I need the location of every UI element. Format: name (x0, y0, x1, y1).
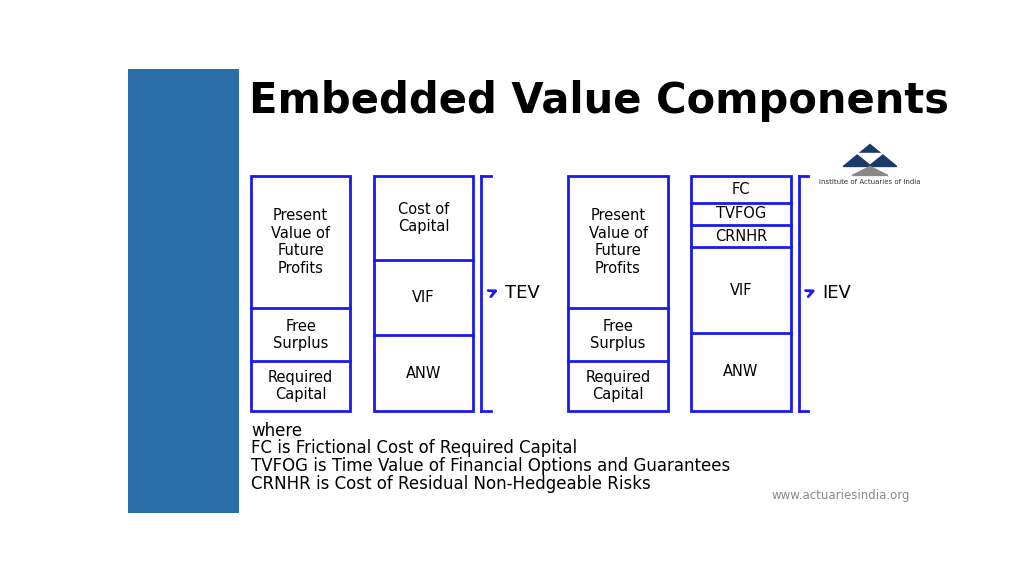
Text: ANW: ANW (723, 365, 759, 380)
Bar (568, 176, 668, 411)
Text: Free
Surplus: Free Surplus (273, 319, 329, 351)
Text: TEV: TEV (505, 284, 540, 302)
Text: Present
Value of
Future
Profits: Present Value of Future Profits (589, 209, 647, 275)
Text: ANW: ANW (406, 366, 441, 381)
Text: Institute of Actuaries of India: Institute of Actuaries of India (819, 180, 921, 185)
Bar (691, 176, 791, 411)
Polygon shape (852, 166, 888, 176)
Text: FC is Frictional Cost of Required Capital: FC is Frictional Cost of Required Capita… (251, 439, 578, 457)
Bar (251, 176, 350, 411)
Text: CRNHR is Cost of Residual Non-Hedgeable Risks: CRNHR is Cost of Residual Non-Hedgeable … (251, 475, 651, 493)
Text: IEV: IEV (822, 284, 851, 302)
Text: CRNHR: CRNHR (715, 229, 767, 244)
Text: Required
Capital: Required Capital (268, 370, 333, 402)
Text: Cost of
Capital: Cost of Capital (398, 202, 450, 234)
Text: Free
Surplus: Free Surplus (591, 319, 646, 351)
Bar (374, 176, 473, 411)
Text: VIF: VIF (730, 283, 753, 298)
Text: Present
Value of
Future
Profits: Present Value of Future Profits (271, 209, 330, 275)
Text: TVFOG: TVFOG (716, 206, 766, 221)
Text: Required
Capital: Required Capital (586, 370, 650, 402)
Polygon shape (857, 153, 883, 164)
Bar (128, 69, 240, 513)
Text: FC: FC (732, 181, 751, 196)
Text: www.actuariesindia.org: www.actuariesindia.org (771, 488, 909, 502)
Text: TVFOG is Time Value of Financial Options and Guarantees: TVFOG is Time Value of Financial Options… (251, 457, 730, 475)
Polygon shape (843, 145, 897, 166)
Text: where: where (251, 422, 302, 439)
Text: Embedded Value Components: Embedded Value Components (249, 80, 948, 122)
Text: VIF: VIF (413, 290, 435, 305)
